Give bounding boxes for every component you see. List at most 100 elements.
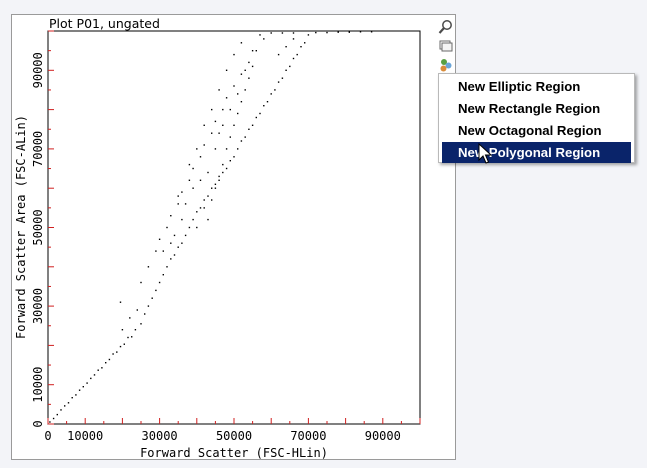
scatter-point (230, 160, 231, 161)
scatter-point (274, 89, 275, 90)
scatter-point (135, 329, 136, 330)
scatter-point (166, 227, 167, 228)
scatter-point (248, 78, 249, 79)
scatter-point (256, 117, 257, 118)
scatter-point (338, 32, 339, 33)
scatter-point (181, 219, 182, 220)
scatter-point (185, 203, 186, 204)
scatter-point (60, 409, 61, 410)
x-tick-label: 50000 (216, 429, 252, 443)
x-axis-title: Forward Scatter (FSC-HLin) (140, 446, 328, 460)
scatter-point (215, 188, 216, 189)
scatter-point (293, 32, 294, 33)
scatter-point (315, 32, 316, 33)
scatter-point (304, 42, 305, 43)
scatter-point (282, 32, 283, 33)
scatter-point (222, 164, 223, 165)
scatter-point (211, 133, 212, 134)
scatter-point (178, 195, 179, 196)
scatter-point (192, 168, 193, 169)
scatter-point (285, 70, 286, 71)
scatter-point (289, 66, 290, 67)
scatter-point (222, 109, 223, 110)
scatter-point (204, 207, 205, 208)
scatter-point (293, 58, 294, 59)
y-tick-label: 50000 (31, 209, 45, 245)
plot-area[interactable] (48, 31, 420, 424)
scatter-point (259, 34, 260, 35)
scatter-point (189, 164, 190, 165)
scatter-point (263, 105, 264, 106)
scatter-point (178, 247, 179, 248)
scatter-point (215, 121, 216, 122)
scatter-point (218, 180, 219, 181)
scatter-point (140, 323, 141, 324)
scatter-point (226, 97, 227, 98)
menu-item-new-polygonal-region[interactable]: New Polygonal Region (442, 142, 631, 163)
scatter-point (271, 32, 272, 33)
scatter-point (174, 235, 175, 236)
scatter-point (170, 243, 171, 244)
scatter-point (196, 227, 197, 228)
scatter-point (252, 50, 253, 51)
scatter-point (200, 180, 201, 181)
scatter-point (218, 89, 219, 90)
scatter-point (204, 144, 205, 145)
scatter-point (207, 195, 208, 196)
scatter-point (170, 215, 171, 216)
scatter-point (166, 266, 167, 267)
scatter-point (215, 184, 216, 185)
scatter-point (278, 81, 279, 82)
scatter-point (371, 31, 372, 32)
scatter-point (137, 309, 138, 310)
scatter-point (226, 168, 227, 169)
scatter-point (129, 317, 130, 318)
scatter-point (170, 258, 171, 259)
scatter-point (252, 66, 253, 67)
scatter-point (211, 199, 212, 200)
scatter-point (252, 125, 253, 126)
menu-item-new-rectangle-region[interactable]: New Rectangle Region (442, 98, 631, 119)
scatter-point (196, 148, 197, 149)
y-axis-title: Forward Scatter Area (FSC-ALin) (14, 115, 28, 339)
scatter-point (237, 93, 238, 94)
scatter-point (263, 38, 264, 39)
scatter-point (282, 78, 283, 79)
copy-icon[interactable] (438, 38, 454, 54)
scatter-point (297, 54, 298, 55)
menu-item-new-elliptic-region[interactable]: New Elliptic Region (442, 76, 631, 97)
gate-icon[interactable] (438, 57, 454, 73)
x-tick-label: 30000 (142, 429, 178, 443)
scatter-point (245, 136, 246, 137)
mouse-cursor-icon (478, 143, 492, 165)
scatter-point (140, 282, 141, 283)
scatter-point (72, 397, 73, 398)
scatter-point (360, 31, 361, 32)
scatter-point (245, 70, 246, 71)
zoom-icon[interactable] (438, 19, 454, 35)
scatter-point (122, 329, 123, 330)
scatter-point (94, 374, 95, 375)
y-tick-label: 10000 (31, 367, 45, 403)
scatter-point (181, 243, 182, 244)
scatter-point (68, 402, 69, 403)
scatter-point (120, 302, 121, 303)
scatter-point (192, 188, 193, 189)
scatter-point (148, 266, 149, 267)
scatter-point (218, 176, 219, 177)
x-tick-label: 10000 (67, 429, 103, 443)
scatter-point (57, 414, 58, 415)
menu-item-new-octagonal-region[interactable]: New Octagonal Region (442, 120, 631, 141)
scatter-point (200, 207, 201, 208)
scatter-point (192, 219, 193, 220)
scatter-point (49, 421, 50, 422)
scatter-point (101, 367, 102, 368)
scatter-point (241, 74, 242, 75)
scatter-point (211, 109, 212, 110)
scatter-point (86, 382, 87, 383)
scatter-point (152, 298, 153, 299)
scatter-point (241, 101, 242, 102)
scatter-point (98, 370, 99, 371)
scatter-point (207, 172, 208, 173)
